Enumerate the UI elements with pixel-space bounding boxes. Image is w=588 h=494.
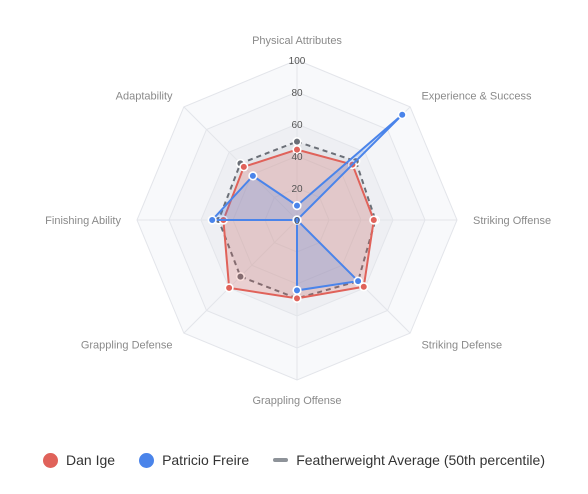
tick-label-40: 40: [291, 152, 303, 163]
axis-label-grappling-offense: Grappling Offense: [252, 395, 341, 407]
legend-label-dan-ige: Dan Ige: [66, 452, 116, 468]
legend-item-featherweight-average[interactable]: Featherweight Average (50th percentile): [273, 452, 545, 468]
legend-swatch-dan-ige: [43, 452, 59, 468]
series-patricio-freire: [207, 110, 407, 296]
point-dan-ige-striking-offense[interactable]: [369, 215, 379, 225]
axis-label-physical-attributes: Physical Attributes: [252, 35, 342, 47]
tick-label-100: 100: [289, 56, 306, 67]
point-dan-ige-grappling-offense[interactable]: [292, 293, 302, 304]
axis-label-striking-offense: Striking Offense: [473, 215, 551, 227]
point-featherweight-average-50th-percentile-grappling-defense[interactable]: [235, 271, 246, 282]
point-dan-ige-physical-attributes[interactable]: [292, 145, 302, 155]
point-patricio-freire-adaptability[interactable]: [248, 171, 258, 181]
point-featherweight-average-50th-percentile-physical-attributes[interactable]: [292, 137, 302, 147]
point-patricio-freire-physical-attributes[interactable]: [292, 201, 302, 211]
point-dan-ige-grappling-defense[interactable]: [224, 283, 234, 293]
axis-label-finishing-ability: Finishing Ability: [45, 215, 121, 227]
legend: Dan Ige Patricio Freire Featherweight Av…: [0, 452, 588, 468]
tick-label-60: 60: [291, 120, 303, 131]
point-patricio-freire-experience-success[interactable]: [397, 110, 407, 120]
radar-series: [207, 110, 407, 304]
axis-label-adaptability: Adaptability: [116, 91, 173, 103]
radial-tick-labels: 0 20 40 60 80 100: [289, 56, 306, 227]
tick-label-80: 80: [291, 88, 303, 99]
point-dan-ige-striking-defense[interactable]: [359, 282, 369, 292]
legend-item-patricio-freire[interactable]: Patricio Freire: [139, 452, 249, 468]
legend-swatch-featherweight-average: [273, 458, 289, 462]
axis-labels: Physical Attributes Experience & Success S…: [45, 35, 551, 407]
point-patricio-freire-striking-defense[interactable]: [353, 276, 363, 286]
tick-label-20: 20: [291, 184, 303, 195]
point-patricio-freire-grappling-defense[interactable]: [292, 215, 302, 225]
point-patricio-freire-grappling-offense[interactable]: [292, 285, 302, 296]
legend-swatch-patricio-freire: [139, 452, 155, 468]
axis-label-striking-defense: Striking Defense: [421, 339, 502, 351]
legend-label-patricio-freire: Patricio Freire: [162, 452, 250, 468]
axis-label-grappling-defense: Grappling Defense: [81, 339, 173, 351]
point-patricio-freire-finishing-ability[interactable]: [207, 215, 217, 225]
axis-label-experience-success: Experience & Success: [421, 91, 532, 103]
legend-item-dan-ige[interactable]: Dan Ige: [43, 452, 115, 468]
point-dan-ige-adaptability[interactable]: [239, 162, 249, 172]
legend-label-featherweight-average: Featherweight Average (50th percentile): [296, 452, 545, 468]
radar-chart: 0 20 40 60 80 100 Physical Attributes Experien…: [45, 35, 551, 407]
tick-label-0: 0: [294, 216, 300, 227]
